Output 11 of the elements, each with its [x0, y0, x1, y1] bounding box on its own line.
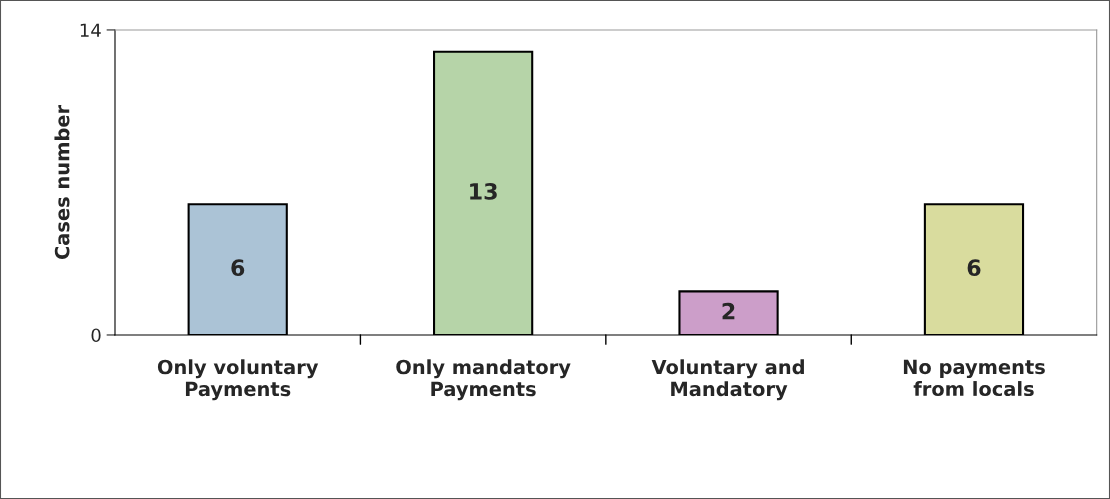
y-tick-label: 0: [91, 328, 101, 343]
x-tick-label: Only voluntary Payments: [157, 359, 319, 401]
y-axis-title: Cases number: [54, 104, 70, 260]
x-tick-label: No payments from locals: [903, 359, 1045, 397]
x-tick-label: Only mandatory Payments: [396, 359, 571, 401]
data-label: 6: [231, 259, 245, 277]
y-tick-label: 14: [80, 23, 101, 37]
data-label: 13: [470, 182, 497, 200]
data-label: 6: [967, 259, 981, 277]
x-tick-label: Voluntary and Mandatory: [651, 359, 804, 401]
data-label: 2: [722, 302, 735, 320]
